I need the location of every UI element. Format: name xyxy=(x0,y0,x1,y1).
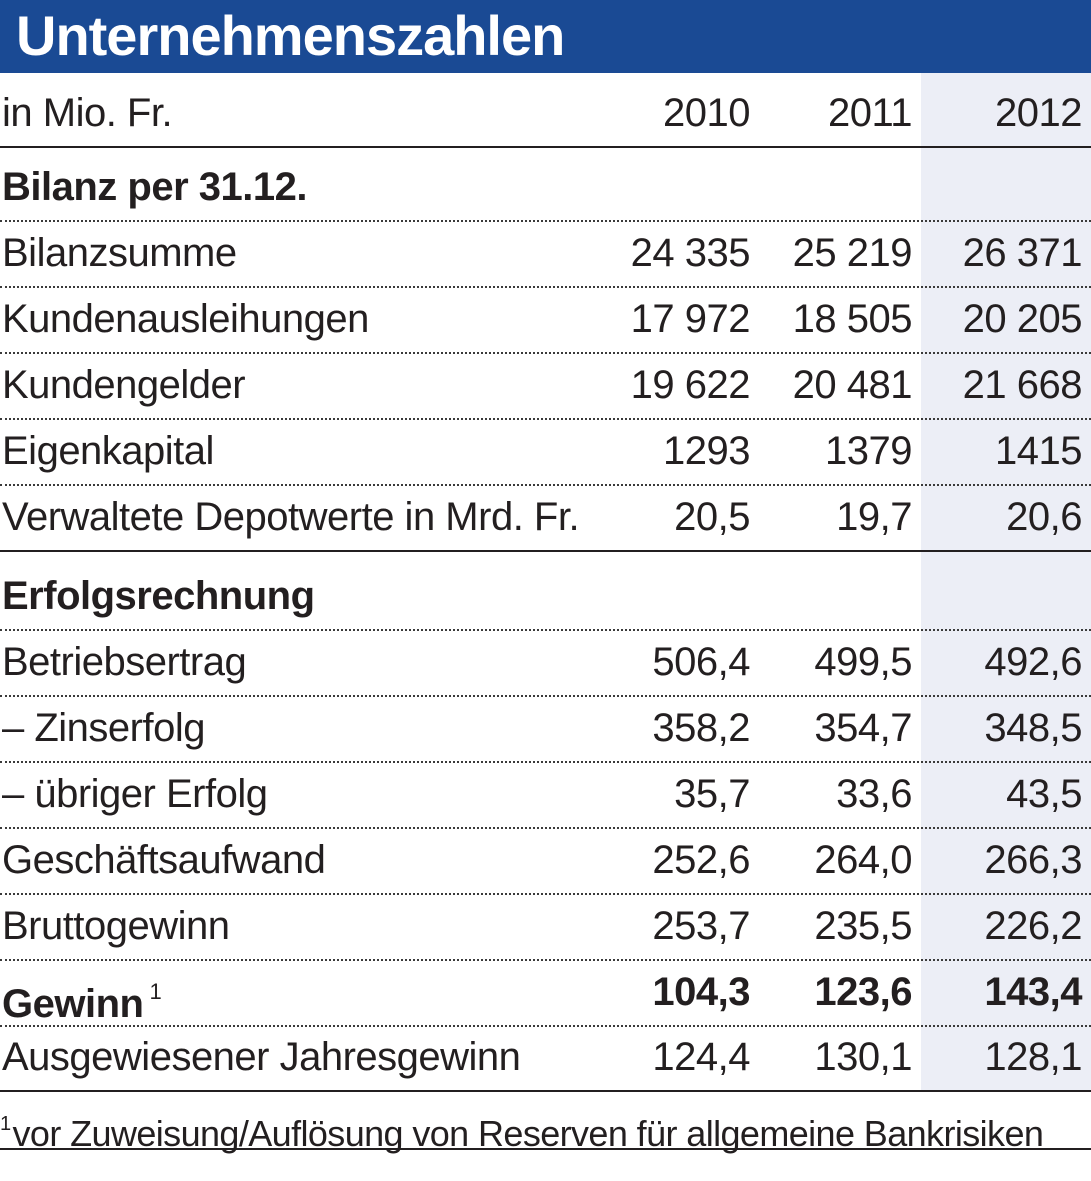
year-header-2012: 2012 xyxy=(995,91,1082,135)
row-label: Kundenausleihungen xyxy=(2,297,369,341)
table-row: – Zinserfolg 358,2 354,7 348,5 xyxy=(0,695,1091,763)
highlight-column-2012 xyxy=(921,73,1091,1090)
value-2012: 143,4 xyxy=(984,970,1082,1014)
value-2012: 43,5 xyxy=(1006,772,1082,816)
value-2011: 18 505 xyxy=(792,297,913,341)
table-row: – übriger Erfolg 35,7 33,6 43,5 xyxy=(0,761,1091,829)
row-label: Kundengelder xyxy=(2,363,246,407)
section-heading-bilanz: Bilanz per 31.12. xyxy=(0,154,1091,222)
value-2011: 499,5 xyxy=(814,640,912,684)
footnote-text: vor Zuweisung/Auflösung von Reserven für… xyxy=(12,1113,1044,1154)
footnote-marker: 1 xyxy=(149,979,162,1004)
year-header-2011: 2011 xyxy=(827,91,913,135)
value-2010: 358,2 xyxy=(652,706,750,750)
year-header-2010: 2010 xyxy=(663,91,750,135)
title-bar: Unternehmenszahlen xyxy=(0,0,1091,73)
value-2011: 235,5 xyxy=(814,904,912,948)
value-2011: 1379 xyxy=(825,429,912,473)
value-2010: 24 335 xyxy=(630,231,751,275)
value-2010: 506,4 xyxy=(652,640,750,684)
row-label: Bruttogewinn xyxy=(2,904,230,948)
value-2011: 25 219 xyxy=(792,231,913,275)
table-row: Betriebsertrag 506,4 499,5 492,6 xyxy=(0,629,1091,697)
page-title: Unternehmenszahlen xyxy=(16,4,565,67)
value-2012: 266,3 xyxy=(984,838,1082,882)
value-2010: 252,6 xyxy=(652,838,750,882)
bottom-rule xyxy=(0,1148,1091,1150)
value-2010: 104,3 xyxy=(652,970,750,1014)
value-2010: 124,4 xyxy=(652,1035,750,1079)
value-2011: 19,7 xyxy=(836,495,912,539)
value-2010: 17 972 xyxy=(630,297,751,341)
row-label-text: Gewinn xyxy=(2,982,144,1026)
value-2012: 20 205 xyxy=(962,297,1083,341)
value-2011: 130,1 xyxy=(814,1035,912,1079)
value-2010: 19 622 xyxy=(630,363,751,407)
row-label: Geschäftsaufwand xyxy=(2,838,326,882)
value-2012: 128,1 xyxy=(984,1035,1082,1079)
row-label: – übriger Erfolg xyxy=(2,772,268,816)
value-2011: 33,6 xyxy=(836,772,912,816)
row-label: Bilanzsumme xyxy=(2,231,237,275)
table-row: Bilanzsumme 24 335 25 219 26 371 xyxy=(0,220,1091,288)
footnote-mark: 1 xyxy=(0,1113,11,1135)
table-row: Verwaltete Depotwerte in Mrd. Fr. 20,5 1… xyxy=(0,484,1091,552)
section-heading-label: Bilanz per 31.12. xyxy=(2,165,307,209)
table-row-gewinn: Gewinn 1 104,3 123,6 143,4 xyxy=(0,959,1091,1027)
table-header: in Mio. Fr. 2010 2011 2012 xyxy=(0,80,1091,148)
row-label: Verwaltete Depotwerte in Mrd. Fr. xyxy=(2,495,580,539)
section-heading-label: Erfolgsrechnung xyxy=(2,574,315,618)
row-label: Betriebsertrag xyxy=(2,640,247,684)
value-2012: 20,6 xyxy=(1006,495,1082,539)
value-2011: 264,0 xyxy=(814,838,912,882)
section-heading-erfolg: Erfolgsrechnung xyxy=(0,563,1091,631)
value-2010: 35,7 xyxy=(674,772,750,816)
row-label: Eigenkapital xyxy=(2,429,214,473)
footnote: 1vor Zuweisung/Auflösung von Reserven fü… xyxy=(0,1100,1091,1158)
value-2012: 21 668 xyxy=(962,363,1083,407)
table-row: Bruttogewinn 253,7 235,5 226,2 xyxy=(0,893,1091,961)
row-label: – Zinserfolg xyxy=(2,706,205,750)
value-2012: 492,6 xyxy=(984,640,1082,684)
table-row: Kundenausleihungen 17 972 18 505 20 205 xyxy=(0,286,1091,354)
value-2012: 226,2 xyxy=(984,904,1082,948)
unit-label: in Mio. Fr. xyxy=(2,91,173,135)
row-label: Ausgewiesener Jahresgewinn xyxy=(2,1035,521,1079)
value-2010: 253,7 xyxy=(652,904,750,948)
row-label: Gewinn 1 xyxy=(2,959,162,1026)
value-2010: 1293 xyxy=(663,429,750,473)
value-2011: 123,6 xyxy=(814,970,912,1014)
table-row: Ausgewiesener Jahresgewinn 124,4 130,1 1… xyxy=(0,1024,1091,1092)
table-row: Eigenkapital 1293 1379 1415 xyxy=(0,418,1091,486)
value-2012: 1415 xyxy=(995,429,1082,473)
value-2011: 354,7 xyxy=(814,706,912,750)
table-row: Kundengelder 19 622 20 481 21 668 xyxy=(0,352,1091,420)
value-2012: 348,5 xyxy=(984,706,1082,750)
value-2012: 26 371 xyxy=(962,231,1083,275)
value-2010: 20,5 xyxy=(674,495,750,539)
value-2011: 20 481 xyxy=(792,363,913,407)
table-row: Geschäftsaufwand 252,6 264,0 266,3 xyxy=(0,827,1091,895)
